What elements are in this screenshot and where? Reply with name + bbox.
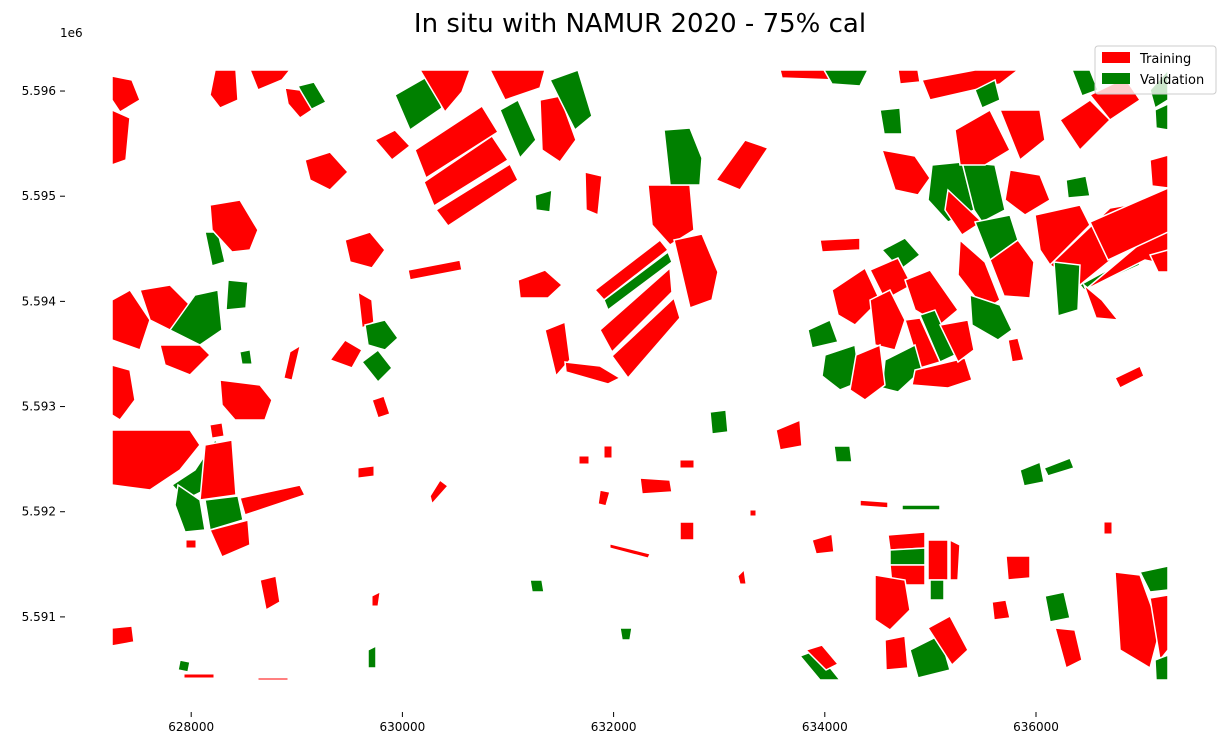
y-tick-label: 5.594 [22,294,56,308]
y-tick-label: 5.595 [22,189,56,203]
x-tick-label: 632000 [591,720,637,734]
legend-label-training: Training [1139,52,1191,67]
y-axis: 5.596 5.595 5.594 5.593 5.592 5.591 [22,84,65,624]
parcel-group-scattered [183,344,1113,681]
parcel-layer [111,68,1169,681]
parcel-group-west [111,69,350,673]
legend-label-validation: Validation [1140,73,1204,88]
parcel-group-center-west [328,69,695,669]
legend-swatch-training [1102,52,1130,63]
x-tick-label: 628000 [168,720,214,734]
y-tick-label: 5.593 [22,400,56,414]
x-axis: 628000 630000 632000 634000 636000 [168,712,1059,734]
parcel-group-east [807,68,1169,487]
parcel-group-south-east [798,499,1169,681]
map-title: In situ with NAMUR 2020 - 75% cal [414,9,866,39]
x-tick-label: 636000 [1013,720,1059,734]
y-tick-label: 5.596 [22,84,56,98]
legend: Training Validation [1094,45,1217,95]
y-tick-label: 5.591 [22,610,56,624]
x-tick-label: 634000 [802,720,848,734]
y-tick-label: 5.592 [22,505,56,519]
x-tick-label: 630000 [379,720,425,734]
legend-swatch-validation [1102,73,1130,84]
y-offset-label: 1e6 [60,26,83,40]
parcel-group-center [564,69,1021,555]
